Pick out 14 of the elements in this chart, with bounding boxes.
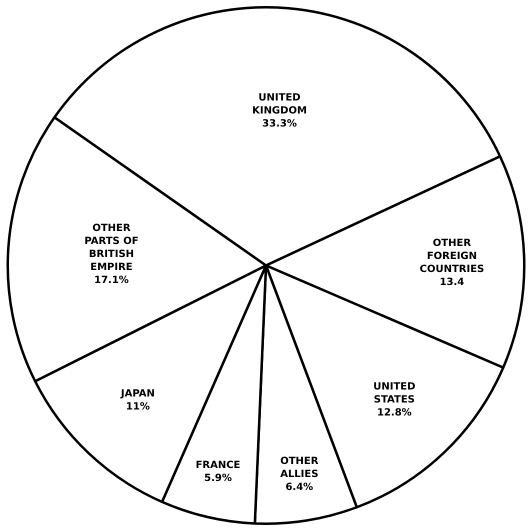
slice-label: OTHER PARTS OF BRITISH EMPIRE [84, 222, 139, 273]
slice-label: OTHER ALLIES [280, 456, 319, 480]
data-label: 11% [126, 401, 150, 412]
data-label: 12.8% [376, 408, 412, 419]
slice-label: FRANCE [196, 460, 241, 471]
data-label: 5.9% [204, 472, 232, 484]
slice-label: JAPAN [120, 388, 155, 400]
data-label: 6.4% [285, 482, 314, 494]
slice-label: UNITED STATES [373, 382, 416, 406]
data-label: 33.3% [262, 118, 297, 130]
data-label: 13.4 [440, 276, 464, 288]
slice-label: UNITED KINGDOM [252, 92, 307, 117]
data-label: 17.1% [94, 274, 129, 286]
slice-label: OTHER FOREIGN COUNTRIES [420, 238, 484, 275]
